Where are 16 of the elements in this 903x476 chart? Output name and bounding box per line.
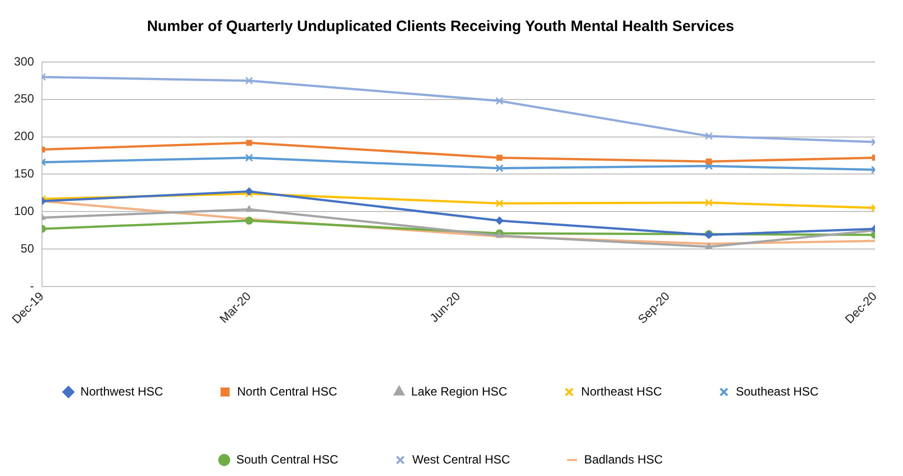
legend-label: Lake Region HSC xyxy=(411,384,508,398)
y-tick-label: 50 xyxy=(20,241,34,256)
y-tick-label: 250 xyxy=(14,92,34,106)
y-tick-label: 150 xyxy=(14,166,34,181)
legend-label: Northwest HSC xyxy=(80,384,164,398)
legend-label: Badlands HSC xyxy=(584,452,664,466)
legend-label: Southeast HSC xyxy=(736,384,819,398)
y-tick-label: 300 xyxy=(14,54,34,68)
chart-title: Number of Quarterly Unduplicated Clients Receiving Youth Mental Health Services xyxy=(146,18,734,36)
legend-label: West Central HSC xyxy=(412,452,510,466)
legend-label: Northeast HSC xyxy=(581,384,662,398)
y-tick-label: - xyxy=(30,278,34,293)
legend-label: North Central HSC xyxy=(237,384,338,398)
y-tick-label: 100 xyxy=(14,204,34,218)
y-tick-label: 200 xyxy=(14,129,34,144)
legend-label: South Central HSC xyxy=(236,452,339,466)
